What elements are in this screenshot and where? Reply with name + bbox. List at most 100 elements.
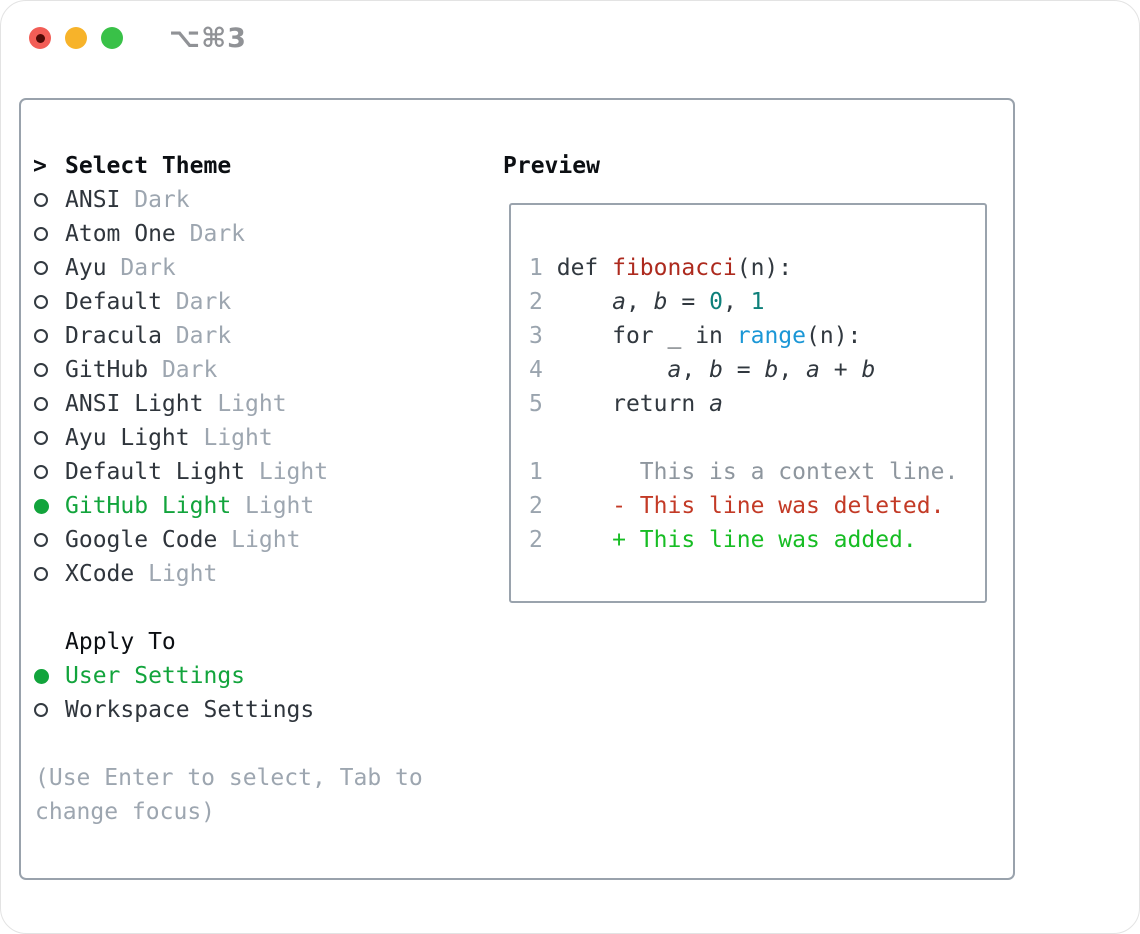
theme-name: Ayu xyxy=(65,255,107,281)
zoom-button[interactable] xyxy=(101,27,123,49)
code-token: 0 xyxy=(709,289,723,315)
preview-box: 1 def fibonacci(n): 2 a, b = 0, 1 3 for _ … xyxy=(509,203,987,603)
theme-list: ANSI Dark Atom One Dark Ayu Dark Default Da… xyxy=(33,183,493,591)
theme-option[interactable]: Dracula Dark xyxy=(33,319,493,353)
theme-name: ANSI xyxy=(65,187,121,213)
code-token xyxy=(723,323,737,349)
code-token: a xyxy=(709,391,723,417)
code-token: = xyxy=(667,289,710,315)
theme-option[interactable]: GitHub Dark xyxy=(33,353,493,387)
theme-option[interactable]: GitHub Light Light xyxy=(33,489,493,523)
radio-icon xyxy=(34,533,48,547)
line-number: 2 xyxy=(529,493,543,519)
code-token: (n): xyxy=(736,255,793,281)
select-theme-label: Select Theme xyxy=(65,153,232,179)
code-token: in xyxy=(695,323,723,349)
theme-tag: Light xyxy=(217,527,301,553)
code-token: for xyxy=(612,323,654,349)
code-token: , xyxy=(722,289,751,315)
diff-text: This is a context line. xyxy=(612,459,959,485)
code-token xyxy=(557,289,612,315)
theme-option[interactable]: Google Code Light xyxy=(33,523,493,557)
code-token xyxy=(695,391,709,417)
theme-name: Google Code xyxy=(65,527,218,553)
theme-tag: Light xyxy=(231,493,315,519)
apply-to-label: Apply To xyxy=(65,629,176,655)
theme-name: Dracula xyxy=(65,323,162,349)
theme-name: Default xyxy=(65,289,162,315)
window-title: ⌥⌘3 xyxy=(169,22,247,54)
radio-icon xyxy=(34,703,48,717)
code-token: a xyxy=(806,357,820,383)
code-token: b xyxy=(653,289,668,315)
apply-to-option[interactable]: User Settings xyxy=(33,659,493,693)
code-token: , xyxy=(778,357,807,383)
code-token xyxy=(557,391,612,417)
theme-tag: Dark xyxy=(175,221,246,247)
theme-option[interactable]: Atom One Dark xyxy=(33,217,493,251)
code-token: a xyxy=(612,289,626,315)
theme-option[interactable]: Ayu Dark xyxy=(33,251,493,285)
code-token: b xyxy=(861,357,876,383)
radio-icon xyxy=(34,261,48,275)
radio-icon xyxy=(34,227,48,241)
blank-line xyxy=(529,421,985,455)
theme-name: Default Light xyxy=(65,459,246,485)
apply-to-name: User Settings xyxy=(65,663,246,689)
apply-to-name: Workspace Settings xyxy=(65,697,315,723)
theme-option[interactable]: ANSI Dark xyxy=(33,183,493,217)
code-token: = xyxy=(722,357,765,383)
code-line: 1 def fibonacci(n): xyxy=(529,251,985,285)
theme-option[interactable]: XCode Light xyxy=(33,557,493,591)
code-token: + xyxy=(819,357,862,383)
line-number: 2 xyxy=(529,289,543,315)
apply-to-option[interactable]: Workspace Settings xyxy=(33,693,493,727)
theme-name: ANSI Light xyxy=(65,391,204,417)
theme-name: GitHub Light xyxy=(65,493,232,519)
close-button[interactable] xyxy=(29,27,51,49)
line-number: 1 xyxy=(529,255,543,281)
line-number: 4 xyxy=(529,357,543,383)
radio-icon xyxy=(34,193,48,207)
theme-tag: Light xyxy=(245,459,329,485)
preview-column: Preview 1 def fibonacci(n): 2 a, b = 0, 1… xyxy=(503,149,1003,603)
radio-selected-icon xyxy=(34,668,49,684)
theme-option[interactable]: Ayu Light Light xyxy=(33,421,493,455)
theme-name: XCode xyxy=(65,561,135,587)
apply-to-list: User Settings Workspace Settings xyxy=(33,659,493,727)
radio-icon xyxy=(34,431,48,445)
theme-name: Ayu Light xyxy=(65,425,190,451)
close-button-dot-icon xyxy=(35,33,45,43)
code-line: 5 return a xyxy=(529,387,985,421)
theme-name: Atom One xyxy=(65,221,176,247)
theme-tag: Light xyxy=(134,561,218,587)
theme-tag: Light xyxy=(189,425,273,451)
theme-tag: Light xyxy=(203,391,287,417)
code-token: (n): xyxy=(806,323,862,349)
line-number: 3 xyxy=(529,323,543,349)
theme-option[interactable]: Default Dark xyxy=(33,285,493,319)
line-number: 2 xyxy=(529,527,543,553)
diff-text: + This line was added. xyxy=(612,527,917,553)
apply-to-header: Apply To xyxy=(33,625,493,659)
code-token xyxy=(557,357,668,383)
theme-tag: Dark xyxy=(106,255,176,281)
theme-tag: Dark xyxy=(161,323,232,349)
code-token: _ xyxy=(653,323,696,349)
spacer xyxy=(33,727,493,761)
minimize-button[interactable] xyxy=(65,27,87,49)
code-token xyxy=(557,323,612,349)
theme-option[interactable]: Default Light Light xyxy=(33,455,493,489)
code-line: 3 for _ in range(n): xyxy=(529,319,985,353)
radio-icon xyxy=(34,295,48,309)
preview-label: Preview xyxy=(503,153,600,179)
title-bar: ⌥⌘3 xyxy=(1,1,1139,75)
theme-tag: Dark xyxy=(148,357,218,383)
code-token: def xyxy=(556,255,613,281)
radio-icon xyxy=(34,567,48,581)
theme-option[interactable]: ANSI Light Light xyxy=(33,387,493,421)
spacer xyxy=(33,591,493,625)
code-line: 4 a, b = b, a + b xyxy=(529,353,985,387)
diff-line: 2 + This line was added. xyxy=(529,523,985,557)
